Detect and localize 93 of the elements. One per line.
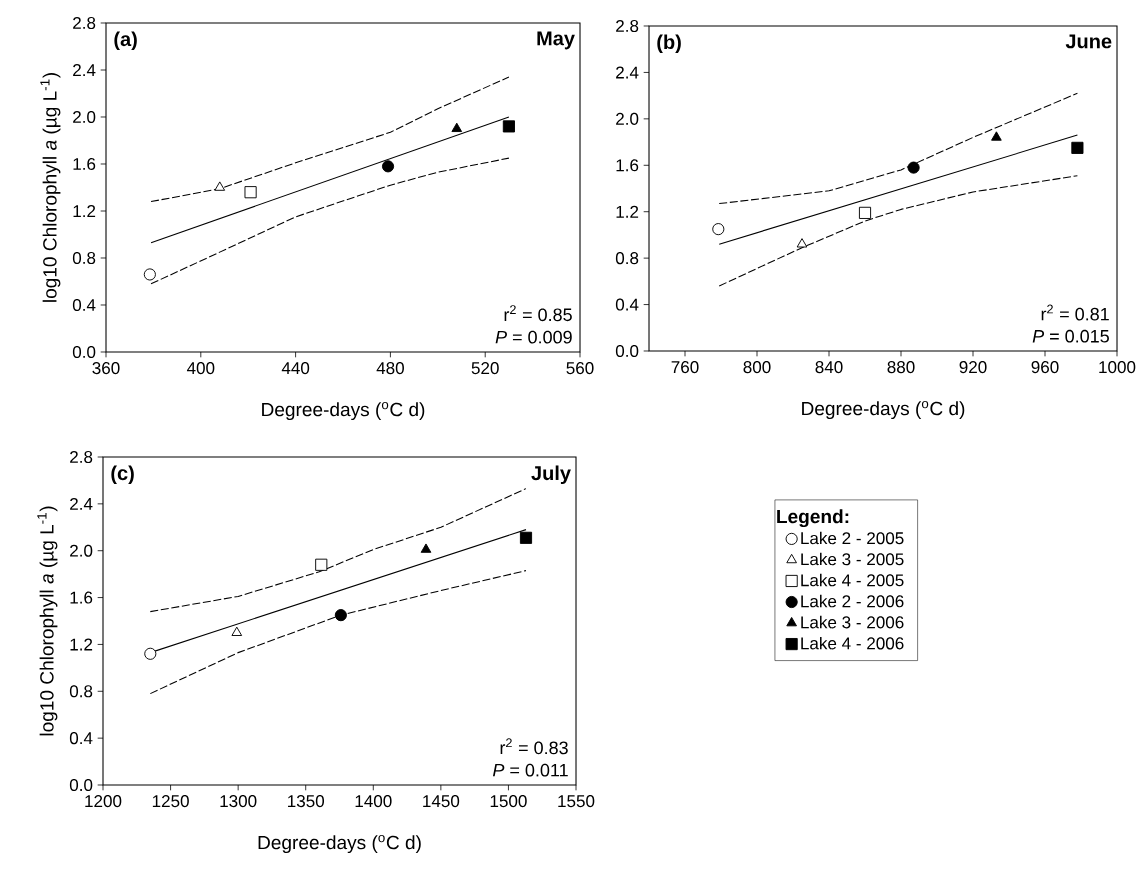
y-tick-label: 2.4 [616, 66, 639, 79]
x-axis-title: Degree-days ($^{o}$C d) [258, 834, 421, 854]
y-tick-label: 0.8 [72, 251, 96, 265]
y-tick-label: 1.2 [70, 638, 93, 651]
y-tick-label: 1.6 [616, 159, 639, 172]
y-tick-label: 1.2 [616, 205, 639, 218]
x-tick-label: 1550 [558, 795, 595, 808]
point [991, 131, 1002, 141]
x-tick-label: 560 [566, 362, 594, 375]
point [144, 647, 157, 660]
legend-label: Lake 3 - 2006 [801, 615, 904, 629]
y-tick-label: 0.4 [615, 298, 639, 311]
y-tick-label: 2.0 [73, 110, 96, 124]
x-tick-label: 400 [186, 362, 215, 375]
y-tick-label: 2.0 [70, 544, 93, 557]
y-tick-label: 0.0 [72, 345, 96, 359]
point [451, 122, 463, 133]
point [907, 161, 920, 174]
x-tick-label: 840 [815, 361, 843, 374]
x-tick-label: 440 [281, 362, 310, 375]
y-tick-label: 2.4 [70, 497, 93, 510]
annotation: (b) [657, 34, 681, 54]
y-tick-label: 1.2 [73, 205, 96, 217]
x-tick-label: 1400 [355, 795, 392, 808]
x-tick-label: 520 [471, 362, 499, 375]
y-tick-label: 2.0 [616, 112, 639, 125]
annotation: June [1065, 34, 1112, 49]
point [712, 223, 725, 236]
y-tick-label: 0.0 [615, 344, 639, 358]
legend-label: Lake 3 - 2005 [801, 552, 904, 566]
legend-label: Lake 4 - 2006 [801, 636, 904, 650]
annotation: May [537, 31, 575, 50]
point [502, 120, 515, 133]
point [519, 531, 533, 544]
x-tick-label: 1200 [85, 795, 122, 808]
y-tick-label: 1.6 [70, 591, 93, 604]
x-tick-label: 960 [1031, 361, 1059, 374]
y-axis-title: log10 Chlorophyll a (µg L$^{-1}$) [37, 506, 58, 736]
point [1071, 141, 1084, 154]
point [315, 558, 328, 571]
point [244, 186, 257, 199]
legend-title: Legend: [777, 509, 849, 528]
x-tick-label: 1450 [423, 795, 460, 808]
legend-label: Lake 2 - 2005 [801, 531, 904, 545]
y-tick-label: 2.8 [616, 19, 639, 33]
point [796, 238, 808, 248]
annotation: r$^{2}$ = 0.85 [504, 305, 572, 322]
x-tick-label: 880 [887, 361, 915, 374]
y-tick-label: 0.8 [69, 685, 93, 698]
x-tick-label: 1250 [152, 795, 189, 808]
y-tick-label: 0.4 [69, 732, 93, 745]
y-tick-label: 2.4 [73, 64, 96, 76]
x-tick-label: 360 [92, 362, 120, 375]
annotation: (a) [114, 31, 137, 51]
x-axis-title: Degree-days ($^{o}$C d) [262, 401, 425, 421]
legend-label: Lake 4 - 2005 [801, 573, 904, 587]
annotation: r$^{2}$ = 0.81 [1041, 304, 1109, 321]
annotation: P = 0.011 [492, 763, 568, 777]
x-tick-label: 1500 [490, 795, 527, 808]
point [420, 543, 432, 553]
x-tick-label: 1350 [288, 795, 325, 808]
line-series [150, 157, 510, 285]
y-axis-title: log10 Chlorophyll a (µg L$^{-1}$) [40, 73, 61, 302]
x-tick-label: 1000 [1099, 361, 1136, 374]
y-tick-label: 2.8 [70, 450, 93, 464]
annotation: r$^{2}$ = 0.83 [500, 738, 568, 755]
x-tick-label: 760 [671, 361, 699, 374]
point [143, 268, 156, 281]
y-tick-label: 1.6 [73, 157, 96, 171]
annotation: P = 0.015 [1032, 329, 1109, 343]
line-series [149, 570, 527, 695]
x-axis-title: Degree-days ($^{o}$C d) [802, 400, 965, 420]
point [381, 160, 395, 173]
point [334, 609, 347, 622]
x-tick-label: 920 [959, 361, 987, 374]
annotation: (c) [111, 465, 134, 485]
annotation: P = 0.009 [495, 330, 572, 344]
point [214, 181, 226, 191]
y-tick-label: 0.8 [615, 252, 639, 265]
annotation: July [531, 465, 571, 485]
line-series [149, 488, 527, 613]
line-series [150, 76, 510, 203]
line-series [718, 175, 1078, 287]
y-tick-label: 2.8 [73, 16, 96, 30]
x-tick-label: 800 [743, 361, 771, 374]
x-tick-label: 1300 [220, 795, 257, 808]
x-tick-label: 480 [376, 362, 404, 375]
legend-label: Lake 2 - 2006 [801, 594, 904, 608]
point [858, 206, 872, 219]
y-tick-label: 0.4 [72, 298, 96, 312]
point [231, 626, 243, 636]
line-series [718, 92, 1078, 205]
y-tick-label: 0.0 [69, 778, 93, 792]
